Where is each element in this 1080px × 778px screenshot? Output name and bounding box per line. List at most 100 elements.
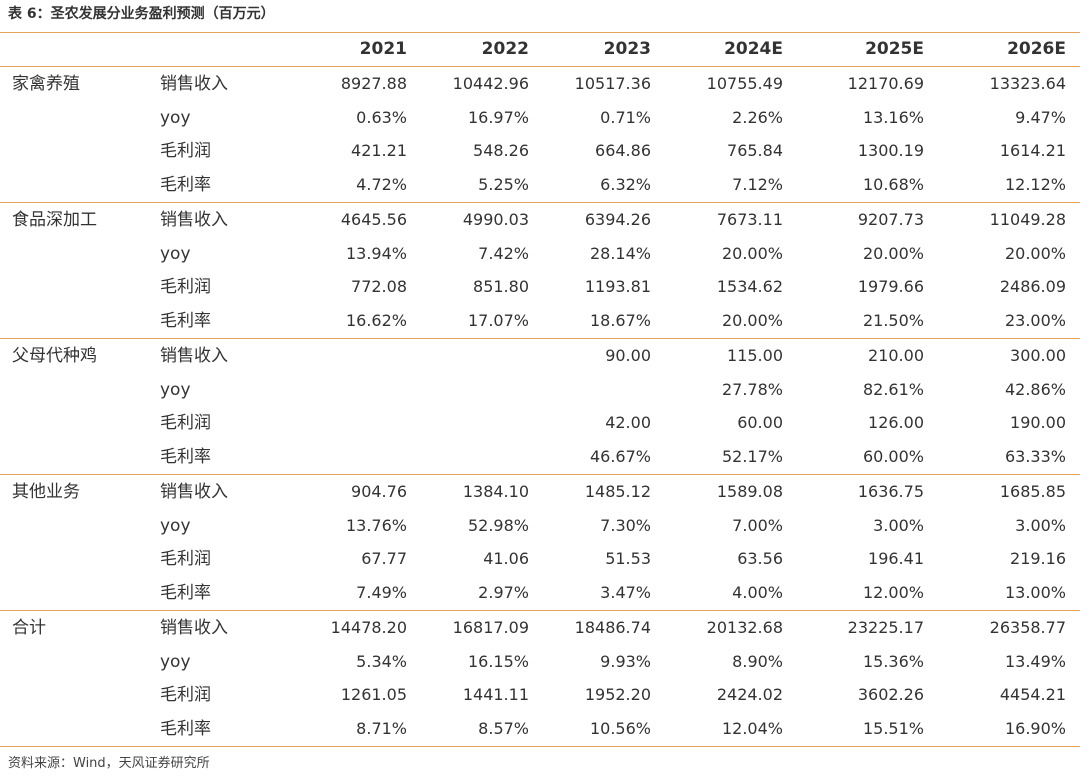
rule bbox=[0, 610, 1080, 611]
cell: 28.14% bbox=[589, 243, 651, 263]
rule bbox=[0, 32, 1080, 33]
cell: 6394.26 bbox=[584, 210, 651, 229]
cell: 3.00% bbox=[873, 515, 924, 535]
column-header: 2025E bbox=[865, 39, 924, 59]
metric-label: yoy bbox=[160, 651, 191, 672]
cell: 13.00% bbox=[1004, 583, 1066, 603]
cell: 0.63% bbox=[356, 107, 407, 127]
cell: 23225.17 bbox=[847, 618, 924, 637]
metric-label: 销售收入 bbox=[160, 618, 228, 638]
cell: 12.00% bbox=[862, 583, 924, 603]
cell: 1384.10 bbox=[462, 482, 529, 501]
cell: 7673.11 bbox=[716, 210, 783, 229]
cell: 13.94% bbox=[345, 243, 407, 263]
cell: 4.72% bbox=[356, 175, 407, 195]
cell: 10517.36 bbox=[574, 74, 651, 93]
cell: 4.00% bbox=[732, 583, 783, 603]
cell: 115.00 bbox=[727, 346, 783, 365]
cell: 7.00% bbox=[732, 515, 783, 535]
column-header: 2023 bbox=[603, 39, 651, 59]
cell: 16.90% bbox=[1004, 719, 1066, 739]
cell: 20.00% bbox=[862, 243, 924, 263]
cell: 13323.64 bbox=[989, 74, 1066, 93]
group-label: 家禽养殖 bbox=[12, 74, 80, 94]
cell: 11049.28 bbox=[989, 210, 1066, 229]
cell: 90.00 bbox=[605, 346, 651, 365]
cell: 67.77 bbox=[361, 549, 407, 569]
cell: 7.49% bbox=[356, 583, 407, 603]
metric-label: 毛利润 bbox=[160, 549, 211, 570]
cell: 3.00% bbox=[1015, 515, 1066, 535]
cell: 18.67% bbox=[589, 311, 651, 331]
cell: 13.16% bbox=[862, 107, 924, 127]
metric-label: 毛利润 bbox=[160, 413, 211, 434]
cell: 1485.12 bbox=[584, 482, 651, 501]
cell: 1441.11 bbox=[462, 685, 529, 705]
cell: 6.32% bbox=[600, 175, 651, 195]
cell: 772.08 bbox=[351, 277, 407, 297]
cell: 18486.74 bbox=[574, 618, 651, 637]
cell: 851.80 bbox=[473, 277, 529, 297]
cell: 210.00 bbox=[868, 346, 924, 365]
cell: 10.68% bbox=[862, 175, 924, 195]
metric-label: 毛利率 bbox=[160, 175, 211, 196]
cell: 12.12% bbox=[1004, 175, 1066, 195]
rule bbox=[0, 474, 1080, 475]
cell: 1685.85 bbox=[999, 482, 1066, 501]
group-label: 合计 bbox=[12, 618, 46, 638]
metric-label: 毛利率 bbox=[160, 583, 211, 604]
rule bbox=[0, 66, 1080, 67]
cell: 2424.02 bbox=[716, 685, 783, 705]
rule bbox=[0, 202, 1080, 203]
cell: 196.41 bbox=[868, 549, 924, 569]
cell: 7.12% bbox=[732, 175, 783, 195]
metric-label: 销售收入 bbox=[160, 346, 228, 366]
cell: 3602.26 bbox=[857, 685, 924, 705]
cell: 1636.75 bbox=[857, 482, 924, 501]
cell: 7.42% bbox=[478, 243, 529, 263]
column-header: 2022 bbox=[481, 39, 529, 59]
metric-label: 销售收入 bbox=[160, 482, 228, 502]
cell: 5.25% bbox=[478, 175, 529, 195]
metric-label: 销售收入 bbox=[160, 74, 228, 94]
cell: 190.00 bbox=[1010, 413, 1066, 433]
cell: 20.00% bbox=[721, 311, 783, 331]
cell: 0.71% bbox=[600, 107, 651, 127]
cell: 1979.66 bbox=[857, 277, 924, 297]
rule bbox=[0, 338, 1080, 339]
cell: 63.56 bbox=[737, 549, 783, 569]
cell: 4990.03 bbox=[462, 210, 529, 229]
cell: 15.36% bbox=[862, 651, 924, 671]
cell: 8.71% bbox=[356, 719, 407, 739]
cell: 664.86 bbox=[595, 141, 651, 161]
cell: 548.26 bbox=[473, 141, 529, 161]
cell: 16817.09 bbox=[452, 618, 529, 637]
cell: 219.16 bbox=[1010, 549, 1066, 569]
metric-label: 毛利率 bbox=[160, 447, 211, 468]
cell: 9207.73 bbox=[857, 210, 924, 229]
cell: 52.17% bbox=[721, 447, 783, 467]
cell: 5.34% bbox=[356, 651, 407, 671]
cell: 126.00 bbox=[868, 413, 924, 433]
cell: 2.97% bbox=[478, 583, 529, 603]
title: 表 6：圣农发展分业务盈利预测（百万元） bbox=[8, 6, 275, 22]
cell: 2.26% bbox=[732, 107, 783, 127]
cell: 16.15% bbox=[467, 651, 529, 671]
cell: 41.06 bbox=[483, 549, 529, 569]
cell: 7.30% bbox=[600, 515, 651, 535]
cell: 10.56% bbox=[589, 719, 651, 739]
cell: 46.67% bbox=[589, 447, 651, 467]
cell: 9.47% bbox=[1015, 107, 1066, 127]
column-header: 2021 bbox=[359, 39, 407, 59]
cell: 42.00 bbox=[605, 413, 651, 433]
cell: 1300.19 bbox=[857, 141, 924, 161]
metric-label: 毛利率 bbox=[160, 719, 211, 740]
cell: 8.90% bbox=[732, 651, 783, 671]
cell: 1614.21 bbox=[999, 141, 1066, 161]
cell: 8.57% bbox=[478, 719, 529, 739]
cell: 60.00 bbox=[737, 413, 783, 433]
cell: 10755.49 bbox=[706, 74, 783, 93]
cell: 1193.81 bbox=[584, 277, 651, 297]
cell: 20.00% bbox=[721, 243, 783, 263]
cell: 16.97% bbox=[467, 107, 529, 127]
